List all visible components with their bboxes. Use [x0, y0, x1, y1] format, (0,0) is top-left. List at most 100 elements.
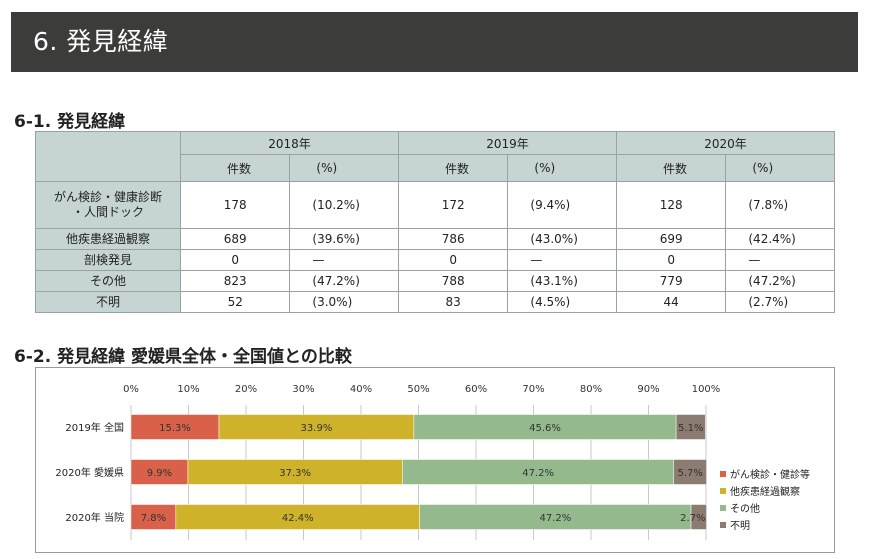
row-label: 他疾患経過観察: [35, 228, 181, 250]
table-row: がん検診・健康診断 ・人間ドック 178 (10.2%) 172 (9.4%) 1…: [35, 181, 835, 229]
x-tick-label: 60%: [465, 384, 487, 395]
data-label: 47.2%: [539, 513, 571, 524]
bar-segment: [673, 459, 707, 485]
data-label: 37.3%: [279, 468, 311, 479]
x-tick-label: 80%: [580, 384, 602, 395]
category-label: 2019年 全国: [65, 421, 124, 434]
table-row: その他 823 (47.2%) 788 (43.1%) 779 (47.2%): [35, 270, 835, 292]
pct-cell: (47.2%): [289, 270, 399, 292]
count-cell: 786: [397, 228, 509, 250]
pct-cell: (39.6%): [289, 228, 399, 250]
x-tick-label: 20%: [235, 384, 257, 395]
bar-segment: [419, 504, 692, 530]
count-cell: 779: [615, 270, 727, 292]
data-label: 7.8%: [141, 513, 166, 524]
x-tick-label: 0%: [123, 384, 139, 395]
count-cell: 52: [179, 291, 291, 313]
subsection-title-table: 6-1. 発見経緯: [14, 112, 126, 132]
discovery-table: 2018年 2019年 2020年 件数 (%) 件数 (%) 件数 (%) が…: [35, 131, 836, 313]
count-cell: 788: [397, 270, 509, 292]
pct-cell: (47.2%): [725, 270, 835, 292]
count-header: 件数: [397, 154, 509, 182]
pct-cell: —: [507, 249, 617, 271]
data-label: 45.6%: [529, 423, 561, 434]
row-label: 剖検発見: [35, 249, 181, 271]
category-label: 2020年 当院: [65, 511, 124, 524]
pct-cell: (4.5%): [507, 291, 617, 313]
pct-cell: (10.2%): [289, 181, 399, 229]
x-tick-label: 90%: [637, 384, 659, 395]
x-tick-label: 50%: [407, 384, 429, 395]
legend-swatch: [720, 505, 726, 511]
data-label: 5.1%: [678, 423, 703, 434]
pct-cell: —: [289, 249, 399, 271]
category-label: 2020年 愛媛県: [55, 466, 124, 479]
count-header: 件数: [615, 154, 727, 182]
legend-label: その他: [730, 502, 760, 515]
data-label: 5.7%: [677, 468, 702, 479]
row-label: 不明: [35, 291, 181, 313]
legend-swatch: [720, 471, 726, 477]
pct-header: (%): [725, 154, 835, 182]
year-header-2019: 2019年: [397, 131, 617, 155]
table-row: 不明 52 (3.0%) 83 (4.5%) 44 (2.7%): [35, 291, 835, 313]
pct-header: (%): [289, 154, 399, 182]
section-title: 6. 発見経緯: [33, 27, 169, 56]
legend-label: がん検診・健診等: [730, 468, 810, 481]
count-cell: 699: [615, 228, 727, 250]
data-label: 9.9%: [147, 468, 172, 479]
data-label: 33.9%: [301, 423, 333, 434]
legend-swatch: [720, 522, 726, 528]
data-label: 2.7%: [680, 513, 705, 524]
count-cell: 689: [179, 228, 291, 250]
year-header-2018: 2018年: [180, 131, 399, 155]
subsection-title-chart: 6-2. 発見経緯 愛媛県全体・全国値との比較: [14, 347, 352, 367]
x-tick-label: 70%: [522, 384, 544, 395]
pct-cell: (43.1%): [507, 270, 617, 292]
row-label-line2: ・人間ドック: [71, 205, 144, 219]
row-label-line1: がん検診・健康診断: [53, 190, 162, 204]
section-header: 6. 発見経緯: [11, 12, 858, 72]
bar-segment: [130, 459, 189, 485]
table-row: 他疾患経過観察 689 (39.6%) 786 (43.0%) 699 (42.…: [35, 228, 835, 250]
bar-segment: [675, 414, 706, 440]
bar-segment: [175, 504, 420, 530]
x-tick-label: 100%: [692, 384, 721, 395]
row-label: その他: [35, 270, 181, 292]
bar-segment: [690, 504, 707, 530]
pct-cell: (2.7%): [725, 291, 835, 313]
x-tick-label: 10%: [177, 384, 199, 395]
table-corner: [35, 131, 181, 182]
data-label: 47.2%: [522, 468, 554, 479]
legend-swatch: [720, 488, 726, 494]
count-cell: 128: [615, 181, 727, 229]
data-label: 42.4%: [282, 513, 314, 524]
bar-segment: [218, 414, 415, 440]
count-cell: 172: [397, 181, 509, 229]
count-header: 件数: [179, 154, 291, 182]
pct-cell: (43.0%): [507, 228, 617, 250]
x-tick-label: 40%: [350, 384, 372, 395]
stacked-bar-chart: 0% 10% 20% 30% 40% 50% 60% 70% 80% 90% 100% 2019年 全…: [55, 384, 810, 540]
bar-segment: [402, 459, 675, 485]
count-cell: 823: [179, 270, 291, 292]
bar-segment: [187, 459, 403, 485]
legend-label: 他疾患経過観察: [730, 485, 800, 498]
pct-cell: (7.8%): [725, 181, 835, 229]
bar-segment: [130, 504, 177, 530]
x-tick-label: 30%: [292, 384, 314, 395]
pct-cell: (42.4%): [725, 228, 835, 250]
year-header-2020: 2020年: [615, 131, 836, 155]
count-cell: 83: [397, 291, 509, 313]
pct-cell: —: [725, 249, 835, 271]
bar-segment: [130, 414, 220, 440]
pct-cell: (9.4%): [507, 181, 617, 229]
count-cell: 0: [179, 249, 291, 271]
count-cell: 178: [179, 181, 291, 229]
legend-label: 不明: [730, 520, 750, 532]
data-label: 15.3%: [159, 423, 191, 434]
pct-cell: (3.0%): [289, 291, 399, 313]
pct-header: (%): [507, 154, 617, 182]
count-cell: 0: [615, 249, 727, 271]
bar-segment: [413, 414, 677, 440]
